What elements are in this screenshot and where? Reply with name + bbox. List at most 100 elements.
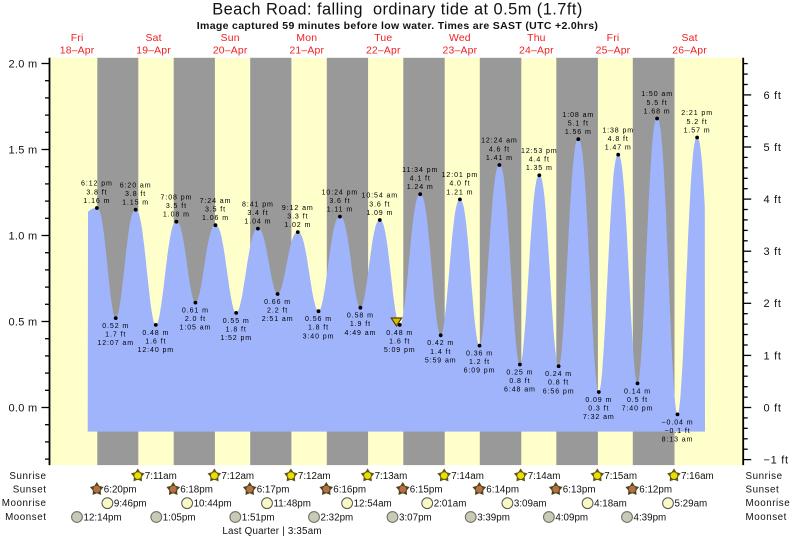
svg-text:1.06 m: 1.06 m (202, 215, 229, 222)
svg-text:6:48 am: 6:48 am (504, 387, 536, 394)
svg-text:0.52 m: 0.52 m (102, 323, 129, 330)
svg-text:6:12 pm: 6:12 pm (81, 181, 113, 188)
svg-text:Sunset: Sunset (13, 485, 47, 496)
svg-text:5.1 ft: 5.1 ft (568, 121, 589, 128)
svg-text:4.6 ft: 4.6 ft (489, 146, 510, 153)
svg-text:Wed: Wed (449, 33, 471, 44)
svg-text:1.02 m: 1.02 m (284, 222, 311, 229)
svg-text:1.56 m: 1.56 m (565, 129, 592, 136)
svg-text:8:13 am: 8:13 am (662, 437, 694, 444)
svg-text:−0.04 m: −0.04 m (662, 419, 694, 426)
svg-text:7:32 am: 7:32 am (583, 414, 615, 421)
svg-text:4.8 ft: 4.8 ft (608, 136, 629, 143)
svg-text:Sunrise: Sunrise (9, 471, 46, 482)
svg-text:2:21 pm: 2:21 pm (681, 110, 713, 117)
svg-text:1:05pm: 1:05pm (163, 512, 196, 523)
svg-text:3:39pm: 3:39pm (477, 512, 510, 523)
svg-text:4:09pm: 4:09pm (555, 512, 588, 523)
svg-text:Moonrise: Moonrise (746, 498, 791, 509)
svg-text:23–Apr: 23–Apr (443, 46, 478, 57)
svg-text:0.48 m: 0.48 m (386, 330, 413, 337)
svg-text:0.56 m: 0.56 m (305, 316, 332, 323)
svg-text:0.0 m: 0.0 m (8, 402, 37, 414)
svg-text:1.09 m: 1.09 m (366, 210, 393, 217)
svg-text:6:20pm: 6:20pm (104, 485, 137, 496)
svg-text:Moonrise: Moonrise (2, 498, 47, 509)
svg-text:1.41 m: 1.41 m (486, 155, 513, 162)
svg-text:1.04 m: 1.04 m (244, 219, 271, 226)
svg-text:0.5 ft: 0.5 ft (627, 397, 648, 404)
svg-text:7:13am: 7:13am (375, 471, 408, 482)
svg-text:0.8 ft: 0.8 ft (548, 380, 569, 387)
svg-text:0.8 ft: 0.8 ft (509, 378, 530, 385)
svg-text:1.8 ft: 1.8 ft (308, 325, 329, 332)
svg-text:Mon: Mon (296, 33, 317, 44)
svg-text:0.36 m: 0.36 m (466, 351, 493, 358)
svg-text:7:12am: 7:12am (298, 471, 331, 482)
svg-text:1:08 am: 1:08 am (562, 112, 594, 119)
svg-text:7:24 am: 7:24 am (200, 198, 232, 205)
svg-text:10:54 am: 10:54 am (362, 193, 399, 200)
svg-text:10:44pm: 10:44pm (194, 499, 232, 510)
svg-text:4 ft: 4 ft (764, 194, 782, 206)
svg-text:12:01 pm: 12:01 pm (442, 172, 479, 179)
svg-text:1.0 m: 1.0 m (8, 230, 37, 242)
svg-text:12:54am: 12:54am (354, 499, 392, 510)
svg-text:1.16 m: 1.16 m (83, 198, 110, 205)
svg-text:7:11am: 7:11am (145, 471, 177, 482)
svg-text:22–Apr: 22–Apr (366, 46, 401, 57)
svg-text:6:20 am: 6:20 am (120, 182, 152, 189)
svg-text:11:48pm: 11:48pm (274, 499, 311, 510)
svg-text:0.25 m: 0.25 m (506, 369, 533, 376)
svg-text:4.0 ft: 4.0 ft (449, 181, 470, 188)
svg-text:Fri: Fri (71, 33, 84, 44)
svg-text:1.6 ft: 1.6 ft (145, 338, 166, 345)
svg-text:1.11 m: 1.11 m (327, 207, 353, 214)
svg-text:Sun: Sun (221, 33, 240, 44)
svg-text:0.42 m: 0.42 m (427, 340, 454, 347)
svg-text:21–Apr: 21–Apr (289, 46, 324, 57)
svg-text:1.57 m: 1.57 m (684, 127, 711, 134)
svg-text:6:17pm: 6:17pm (257, 485, 290, 496)
svg-text:Fri: Fri (607, 33, 620, 44)
svg-text:3.4 ft: 3.4 ft (247, 210, 268, 217)
svg-text:2:51 am: 2:51 am (262, 316, 294, 323)
svg-text:12:07 am: 12:07 am (97, 340, 134, 347)
svg-text:0.61 m: 0.61 m (182, 308, 209, 315)
svg-text:7:16am: 7:16am (681, 471, 714, 482)
svg-text:1 ft: 1 ft (764, 350, 782, 362)
svg-text:3.8 ft: 3.8 ft (125, 191, 146, 198)
svg-text:6:56 pm: 6:56 pm (543, 388, 575, 395)
svg-text:6:12pm: 6:12pm (639, 485, 672, 496)
svg-text:Sat: Sat (681, 33, 697, 44)
svg-text:1.4 ft: 1.4 ft (430, 349, 451, 356)
svg-text:1.7 ft: 1.7 ft (105, 332, 126, 339)
svg-text:0.66 m: 0.66 m (264, 299, 291, 306)
svg-text:Sat: Sat (145, 33, 161, 44)
svg-text:Tue: Tue (374, 33, 392, 44)
svg-text:Last Quarter | 3:35am: Last Quarter | 3:35am (222, 526, 321, 537)
svg-text:7:14am: 7:14am (528, 471, 561, 482)
svg-text:0 ft: 0 ft (764, 402, 782, 414)
svg-text:12:40 pm: 12:40 pm (138, 347, 175, 354)
svg-text:9:12 am: 9:12 am (282, 205, 314, 212)
svg-text:20–Apr: 20–Apr (213, 46, 248, 57)
svg-text:4.4 ft: 4.4 ft (529, 157, 550, 164)
svg-text:12:14pm: 12:14pm (84, 512, 122, 523)
svg-text:0.48 m: 0.48 m (142, 330, 169, 337)
svg-text:3.5 ft: 3.5 ft (205, 207, 226, 214)
svg-text:1.8 ft: 1.8 ft (226, 326, 247, 333)
svg-text:5.2 ft: 5.2 ft (687, 119, 708, 126)
svg-text:6:13pm: 6:13pm (563, 485, 596, 496)
svg-text:1.24 m: 1.24 m (407, 184, 434, 191)
svg-text:0.24 m: 0.24 m (545, 371, 572, 378)
svg-text:3.6 ft: 3.6 ft (329, 198, 350, 205)
svg-text:3:09am: 3:09am (514, 499, 547, 510)
svg-text:Image captured 59 minutes befo: Image captured 59 minutes before low wat… (197, 20, 598, 32)
svg-text:1.47 m: 1.47 m (605, 145, 632, 152)
svg-text:1.2 ft: 1.2 ft (469, 359, 490, 366)
svg-text:9:46pm: 9:46pm (114, 499, 147, 510)
svg-text:1.21 m: 1.21 m (446, 189, 473, 196)
svg-text:1:52 pm: 1:52 pm (220, 335, 252, 342)
svg-text:0.58 m: 0.58 m (347, 313, 374, 320)
